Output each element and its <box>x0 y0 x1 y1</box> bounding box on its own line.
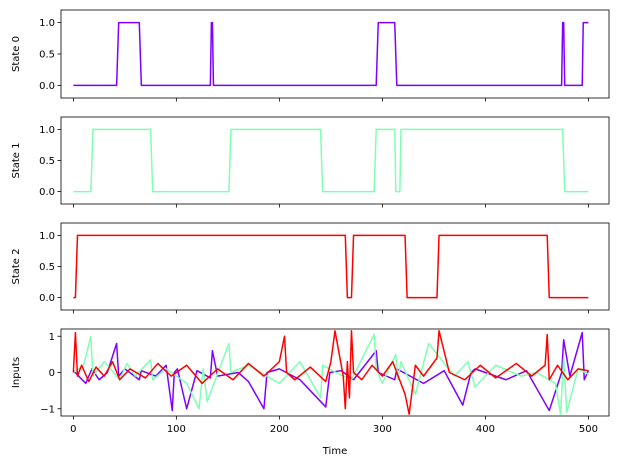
series-line-0 <box>73 128 589 193</box>
y-tick-label: 0.0 <box>39 81 55 92</box>
y-tick-label: 0.5 <box>39 50 55 61</box>
panel-2: 0.0 0.5 1.0 State 2 <box>11 222 610 314</box>
y-axis-label: State 2 <box>11 248 22 284</box>
x-tick-label: 100 <box>167 424 186 435</box>
x-tick-label: 0 <box>70 424 76 435</box>
y-tick-label: 1.0 <box>39 231 55 242</box>
y-tick-label: 0 <box>49 368 55 379</box>
x-axis-label: Time <box>322 446 347 457</box>
y-tick-label: 1 <box>49 332 55 343</box>
y-tick-label: 0.0 <box>39 293 55 304</box>
y-tick-label: 0.0 <box>39 187 55 198</box>
y-axis-label: State 1 <box>11 142 22 178</box>
series-line-2 <box>72 330 589 415</box>
y-tick-label: −1 <box>40 404 55 415</box>
series-line-1 <box>72 333 589 415</box>
y-tick-label: 0.5 <box>39 262 55 273</box>
panel-0: 0.0 0.5 1.0 State 0 <box>11 9 610 102</box>
panel-1: 0.0 0.5 1.0 State 1 <box>11 116 610 208</box>
x-tick-label: 300 <box>373 424 392 435</box>
series-line-0 <box>73 21 589 87</box>
panel-3: −1 0 1 0 100 200 300 400 500 Inputs Time <box>11 328 610 457</box>
y-tick-label: 1.0 <box>39 125 55 136</box>
x-tick-label: 500 <box>579 424 598 435</box>
x-tick-label: 400 <box>476 424 495 435</box>
y-tick-label: 0.5 <box>39 156 55 167</box>
series-line-0 <box>72 331 590 412</box>
series-line-0 <box>73 234 589 299</box>
y-axis-label: State 0 <box>11 36 22 72</box>
x-tick-label: 200 <box>270 424 289 435</box>
y-axis-label: Inputs <box>11 357 22 388</box>
y-tick-label: 1.0 <box>39 18 55 29</box>
